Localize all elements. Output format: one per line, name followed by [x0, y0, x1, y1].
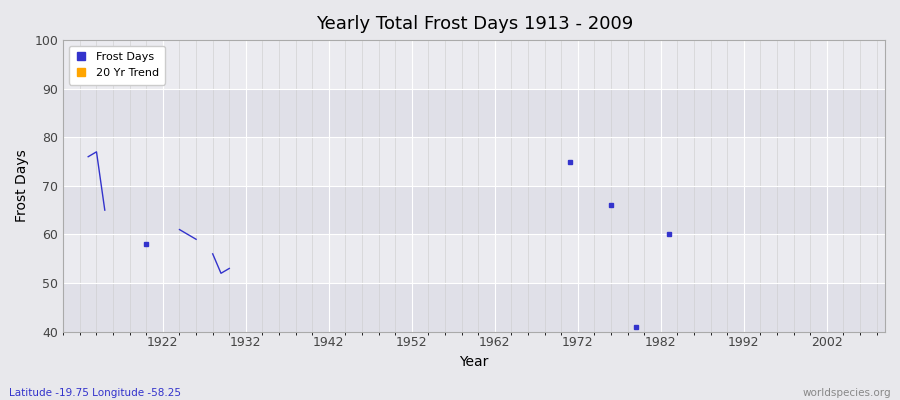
Bar: [63, 283, 885, 332]
Y-axis label: Frost Days: Frost Days: [15, 150, 29, 222]
Title: Yearly Total Frost Days 1913 - 2009: Yearly Total Frost Days 1913 - 2009: [316, 15, 633, 33]
Text: Latitude -19.75 Longitude -58.25: Latitude -19.75 Longitude -58.25: [9, 388, 181, 398]
Legend: Frost Days, 20 Yr Trend: Frost Days, 20 Yr Trend: [68, 46, 166, 84]
Bar: [63, 186, 885, 234]
Text: worldspecies.org: worldspecies.org: [803, 388, 891, 398]
Bar: [63, 234, 885, 283]
Bar: [63, 89, 885, 137]
Bar: [63, 137, 885, 186]
X-axis label: Year: Year: [460, 355, 489, 369]
Bar: [63, 40, 885, 89]
